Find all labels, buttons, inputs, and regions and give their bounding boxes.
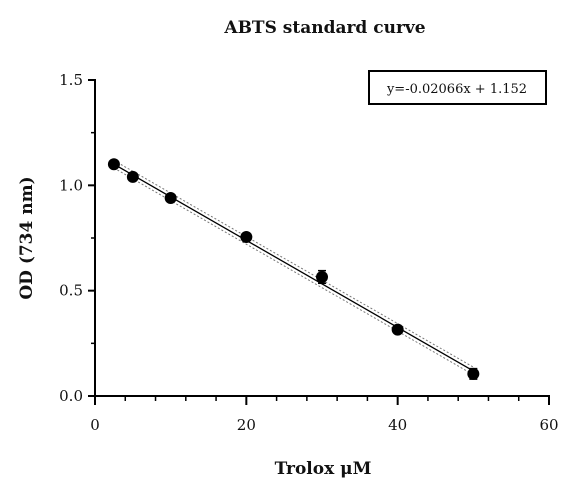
data-point: [126, 170, 139, 183]
y-tick-label: 1.5: [59, 71, 83, 89]
regression-fit: [113, 159, 474, 376]
data-point: [391, 323, 404, 336]
data-point: [467, 367, 480, 380]
x-ticks: 0 20 40 60: [90, 396, 559, 434]
axes: [94, 79, 550, 397]
data-point: [240, 230, 253, 243]
x-tick-label: 0: [90, 416, 100, 434]
y-tick-label: 0.0: [59, 387, 83, 405]
data-point: [164, 191, 177, 204]
confidence-band-upper: [113, 159, 474, 368]
x-tick-label: 60: [539, 416, 558, 434]
y-ticks: 0.0 0.5 1.0 1.5: [59, 71, 95, 405]
y-tick-label: 0.5: [59, 282, 83, 300]
chart-title: ABTS standard curve: [223, 18, 425, 38]
y-axis-label: OD (734 nm): [17, 176, 37, 299]
data-points: [107, 158, 480, 380]
x-tick-label: 40: [388, 416, 407, 434]
y-tick-label: 1.0: [59, 176, 83, 194]
x-axis-label: Trolox μM: [275, 459, 372, 479]
equation-box: y=-0.02066x + 1.152: [368, 70, 547, 105]
data-point: [316, 270, 328, 283]
data-point: [107, 158, 120, 171]
x-tick-label: 20: [237, 416, 256, 434]
equation-text: y=-0.02066x + 1.152: [386, 82, 527, 97]
